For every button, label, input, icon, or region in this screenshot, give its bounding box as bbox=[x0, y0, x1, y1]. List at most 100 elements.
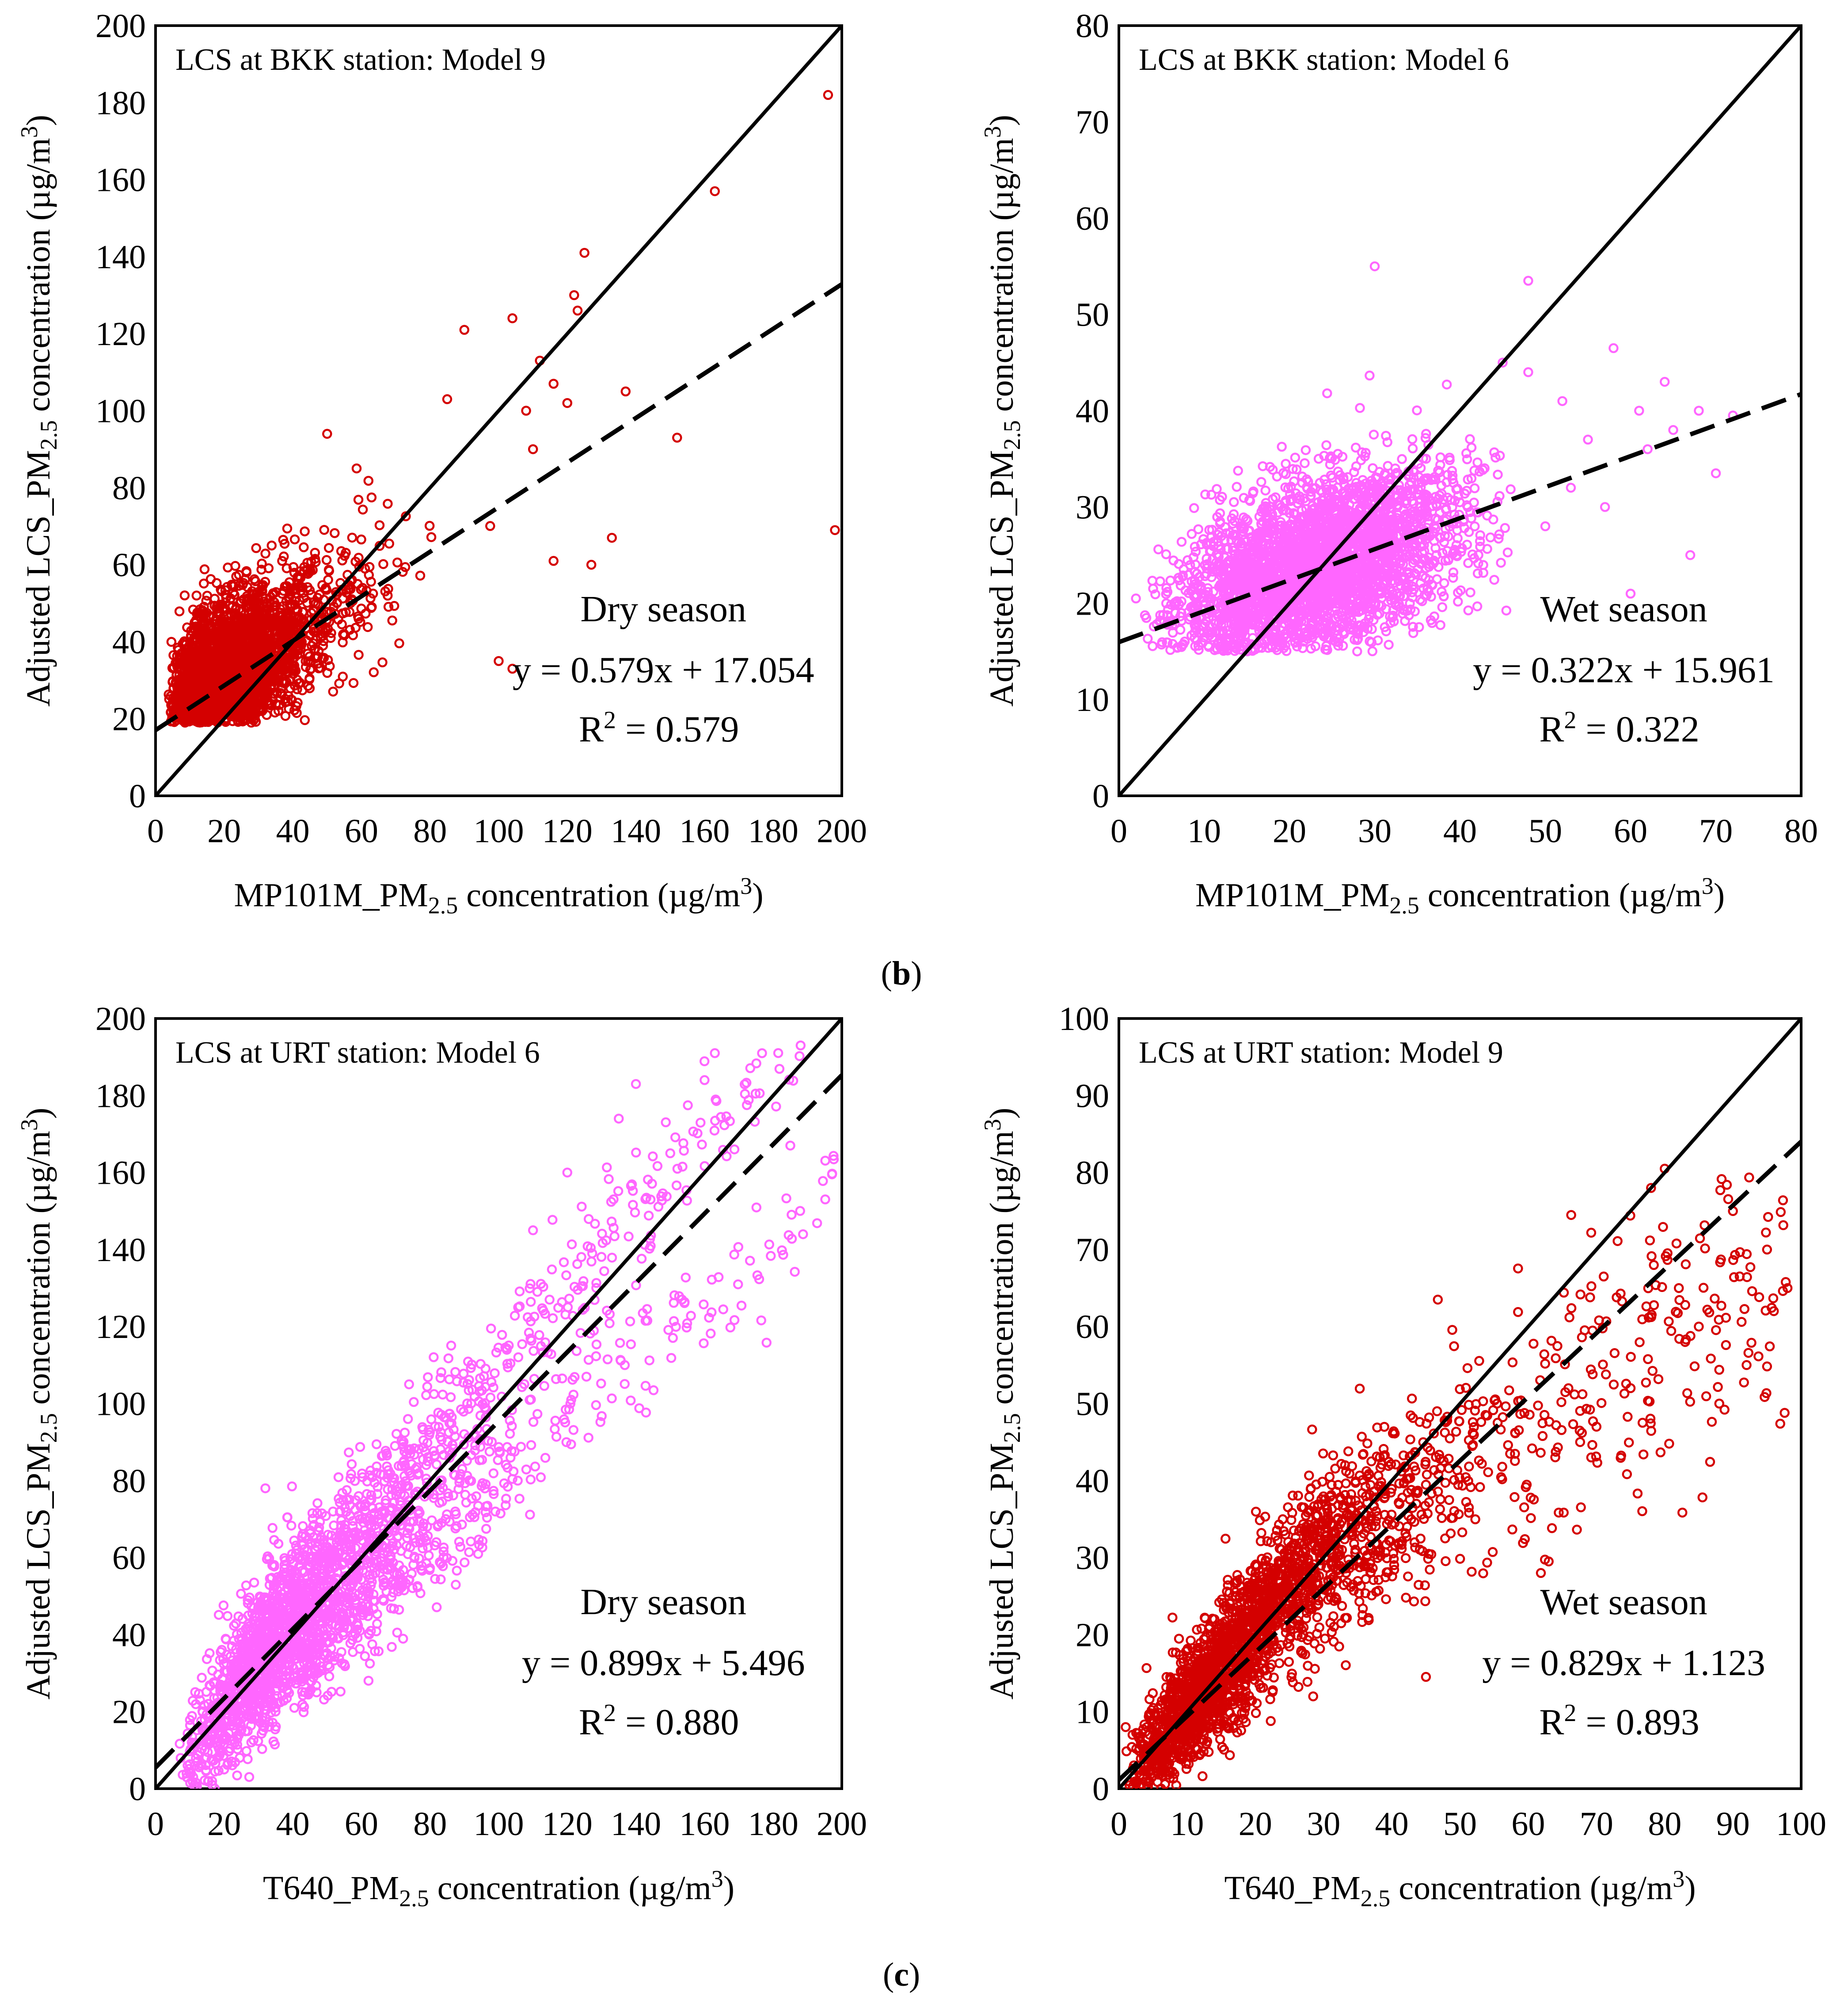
data-point bbox=[383, 498, 393, 509]
data-point bbox=[1232, 482, 1242, 492]
data-point bbox=[354, 553, 364, 563]
data-point bbox=[318, 636, 329, 646]
data-point bbox=[830, 525, 840, 535]
data-point bbox=[1190, 542, 1200, 552]
data-point bbox=[1489, 447, 1499, 457]
data-point bbox=[1175, 625, 1186, 635]
data-point bbox=[177, 709, 187, 719]
data-point bbox=[424, 521, 435, 531]
data-point bbox=[1460, 488, 1470, 499]
data-point bbox=[1248, 486, 1259, 497]
data-point bbox=[288, 666, 299, 676]
data-point bbox=[279, 551, 289, 562]
data-point bbox=[823, 90, 833, 100]
data-point bbox=[179, 590, 190, 600]
data-point bbox=[1384, 639, 1394, 650]
data-point bbox=[330, 528, 340, 538]
data-point bbox=[384, 539, 395, 549]
data-point bbox=[289, 584, 299, 594]
data-point bbox=[1176, 536, 1187, 547]
data-point bbox=[277, 689, 287, 699]
data-point bbox=[1462, 540, 1472, 550]
data-point bbox=[1200, 560, 1210, 570]
data-point bbox=[299, 542, 309, 552]
data-point bbox=[1351, 478, 1361, 488]
data-point bbox=[180, 661, 190, 672]
data-point bbox=[205, 620, 216, 631]
data-point bbox=[485, 521, 495, 531]
data-point bbox=[230, 561, 240, 571]
y-tick-label: 20 bbox=[112, 701, 146, 738]
data-point bbox=[270, 613, 280, 623]
data-point bbox=[267, 676, 278, 686]
data-point bbox=[1447, 466, 1457, 476]
data-point bbox=[1451, 540, 1462, 550]
data-point bbox=[186, 709, 197, 720]
x-tick-label: 160 bbox=[679, 813, 730, 850]
data-point bbox=[548, 379, 559, 389]
data-point bbox=[710, 186, 720, 196]
data-point bbox=[250, 687, 260, 697]
data-point bbox=[289, 534, 300, 544]
data-point bbox=[192, 608, 202, 619]
data-point bbox=[1321, 479, 1331, 489]
y-tick-label: 100 bbox=[95, 393, 146, 430]
data-point bbox=[1229, 497, 1239, 507]
data-point bbox=[201, 596, 211, 606]
data-point bbox=[232, 618, 242, 628]
data-point bbox=[1351, 461, 1361, 471]
data-point bbox=[266, 540, 277, 551]
data-point bbox=[250, 707, 261, 718]
data-point bbox=[222, 581, 232, 592]
data-point bbox=[241, 704, 252, 715]
data-point bbox=[1390, 463, 1400, 474]
y-tick-label: 80 bbox=[112, 470, 146, 507]
data-point bbox=[233, 655, 243, 665]
data-point bbox=[289, 652, 300, 663]
data-point bbox=[1350, 442, 1361, 453]
data-point bbox=[304, 673, 315, 684]
data-point bbox=[1475, 467, 1485, 477]
data-point bbox=[214, 628, 224, 638]
data-point bbox=[207, 679, 218, 689]
data-point bbox=[198, 662, 209, 672]
data-point bbox=[1369, 429, 1379, 440]
data-point bbox=[1165, 575, 1175, 586]
data-point bbox=[369, 667, 379, 677]
data-point bbox=[308, 597, 319, 607]
data-point bbox=[205, 611, 216, 621]
data-point bbox=[238, 631, 248, 641]
data-point bbox=[178, 688, 188, 698]
data-point bbox=[607, 532, 617, 543]
data-point bbox=[426, 532, 437, 542]
data-point bbox=[1290, 509, 1300, 520]
data-point bbox=[317, 580, 327, 590]
data-point bbox=[279, 539, 290, 549]
data-point bbox=[415, 570, 426, 581]
data-point bbox=[1289, 508, 1299, 518]
data-point bbox=[1469, 483, 1480, 494]
data-point bbox=[228, 638, 238, 649]
data-point bbox=[1206, 532, 1217, 542]
data-point bbox=[1472, 568, 1483, 578]
data-point bbox=[1300, 445, 1311, 455]
data-point bbox=[1448, 573, 1458, 583]
data-point bbox=[357, 504, 368, 515]
data-point bbox=[318, 640, 328, 651]
data-point bbox=[392, 557, 403, 568]
chart-panel-2: 0 10 20 30 40 50 60 70 8001020304050607080MP101M… bbox=[979, 8, 1818, 919]
data-point bbox=[291, 624, 301, 634]
data-point bbox=[367, 602, 377, 612]
data-point bbox=[1300, 458, 1310, 468]
data-point bbox=[1215, 508, 1225, 518]
data-point bbox=[1349, 467, 1359, 477]
data-point bbox=[1350, 635, 1360, 645]
data-point bbox=[255, 600, 265, 611]
y-tick-label: 140 bbox=[95, 239, 146, 276]
data-point bbox=[1337, 452, 1348, 462]
data-point bbox=[1288, 464, 1298, 474]
data-point bbox=[294, 572, 304, 582]
data-point bbox=[322, 607, 333, 617]
data-point bbox=[1205, 597, 1216, 607]
data-point bbox=[289, 705, 300, 715]
